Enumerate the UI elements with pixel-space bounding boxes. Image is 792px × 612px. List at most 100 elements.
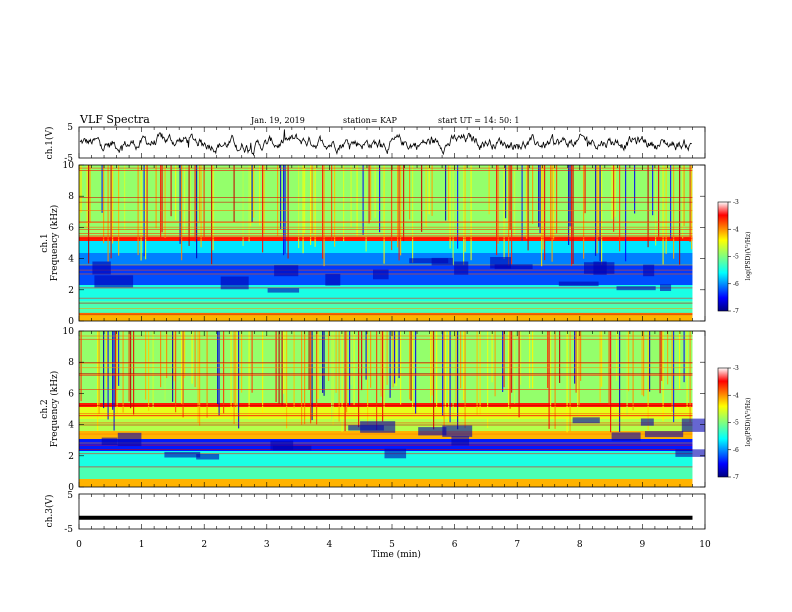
- spectrogram-patch: [675, 449, 705, 457]
- spectrogram-streak: [412, 165, 414, 263]
- spectrogram-patch: [373, 269, 389, 280]
- spectrogram-streak: [80, 331, 82, 402]
- spectrogram-streak: [155, 165, 157, 229]
- spectrogram-patch: [660, 284, 672, 291]
- spectrogram-streak: [358, 331, 360, 428]
- spectrogram-streak: [569, 165, 571, 227]
- ch2-spectrogram-yticks: 0 2 4 6 8 10: [63, 327, 705, 493]
- spectrogram-band: [79, 249, 693, 254]
- spectrogram-streak: [166, 331, 168, 379]
- spectrogram-streak: [487, 331, 489, 429]
- y-tick-label: 6: [68, 223, 74, 233]
- spectrogram-streak: [194, 331, 196, 388]
- spectrogram-streak: [310, 331, 312, 424]
- spectrogram-line: [79, 442, 693, 444]
- spectrogram-streak: [323, 165, 325, 267]
- spectrogram-streak: [233, 331, 235, 424]
- colorbar-tick-label: -7: [733, 308, 739, 315]
- spectrogram-streak: [608, 331, 610, 406]
- spectrogram-band: [79, 261, 693, 266]
- spectrogram-streak: [316, 331, 318, 425]
- spectrogram-streak: [286, 331, 288, 429]
- spectrogram-band: [79, 363, 693, 368]
- spectrogram-streak: [137, 165, 139, 256]
- ch2-spectrogram-channel-label: ch.2: [40, 399, 50, 418]
- spectrogram-streak: [101, 165, 103, 213]
- spectrogram-streak: [470, 165, 472, 261]
- spectrogram-patch: [643, 264, 655, 277]
- spectrogram-streak: [304, 165, 306, 234]
- spectrogram-streak: [374, 165, 376, 218]
- spectrogram-line: [79, 235, 693, 237]
- spectrogram-streak: [175, 331, 177, 413]
- spectrogram-streak: [263, 165, 265, 234]
- spectrogram-empty: [692, 331, 705, 487]
- spectrogram-streak: [445, 165, 447, 221]
- ch3-waveform-ylabel: ch.3(V): [44, 495, 55, 528]
- header-start-time: start UT = 14: 50: 1: [438, 116, 519, 125]
- spectrogram-streak: [398, 165, 400, 261]
- spectrogram-line: [79, 222, 693, 223]
- spectrogram-streak: [568, 165, 570, 245]
- spectrogram-band: [79, 165, 693, 170]
- spectrogram-streak: [383, 331, 385, 411]
- colorbar-tick-label: -5: [733, 420, 739, 427]
- spectrogram-streak: [241, 331, 243, 393]
- spectrogram-streak: [647, 331, 649, 431]
- spectrogram-streak: [457, 331, 459, 430]
- spectrogram-band: [79, 335, 693, 340]
- spectrogram-line: [79, 201, 693, 203]
- y-tick-label: 6: [68, 389, 74, 399]
- spectrogram-streak: [106, 331, 108, 387]
- ch2-spectrogram-ylabel: Frequency (kHz): [49, 371, 60, 448]
- spectrogram-streak: [550, 331, 552, 417]
- spectrogram-streak: [284, 165, 286, 254]
- colorbar-tick-label: -6: [733, 281, 739, 288]
- spectrogram-patch: [454, 261, 469, 275]
- spectrogram-streak: [569, 331, 571, 433]
- ch1-spectrogram-image: [79, 165, 705, 321]
- spectrogram-streak: [689, 331, 691, 423]
- spectrogram-streak: [443, 331, 445, 433]
- y-tick-label: 4: [68, 255, 74, 265]
- ch1-waveform-xticks: [78, 127, 706, 158]
- spectrogram-streak: [251, 331, 253, 393]
- spectrogram-streak: [341, 331, 343, 432]
- spectrogram-streak: [686, 331, 688, 413]
- spectrogram-streak: [571, 165, 573, 267]
- ch2-spectrogram-xticks: [78, 331, 706, 487]
- spectrogram-patch: [164, 451, 201, 458]
- y-tick-label: 0: [68, 317, 74, 327]
- spectrogram-band: [79, 221, 693, 226]
- spectrogram-streak: [304, 331, 306, 425]
- spectrogram-streak: [161, 165, 163, 233]
- spectrogram-streak: [431, 165, 433, 216]
- time-axis-label: Time (min): [371, 549, 421, 560]
- spectrogram-streak: [547, 331, 549, 388]
- spectrogram-band: [79, 435, 693, 440]
- spectrogram-line: [79, 367, 693, 369]
- spectrogram-streak: [113, 331, 115, 431]
- spectrogram-band: [79, 265, 693, 270]
- spectrogram-streak: [578, 331, 580, 407]
- time-axis-tick-label: 6: [452, 540, 458, 550]
- spectrogram-band: [79, 391, 693, 396]
- spectrogram-streak: [112, 331, 114, 410]
- spectrogram-streak: [140, 165, 142, 261]
- spectrogram-streak: [175, 165, 177, 221]
- spectrogram-streak: [619, 331, 621, 432]
- spectrogram-streak: [394, 331, 396, 384]
- spectrogram-streak: [301, 331, 303, 425]
- spectrogram-streak: [253, 165, 255, 218]
- colorbar-tick-label: -7: [733, 474, 739, 481]
- spectrogram-streak: [497, 165, 499, 244]
- spectrogram-streak: [344, 331, 346, 432]
- spectrogram-streak: [613, 165, 615, 232]
- spectrogram-streak: [611, 165, 613, 220]
- spectrogram-patch: [94, 275, 134, 288]
- spectrogram-streak: [211, 165, 213, 265]
- spectrogram-band: [79, 289, 693, 294]
- spectrogram-band: [79, 431, 693, 436]
- spectrogram-streak: [370, 331, 372, 388]
- spectrogram-streak: [194, 165, 196, 242]
